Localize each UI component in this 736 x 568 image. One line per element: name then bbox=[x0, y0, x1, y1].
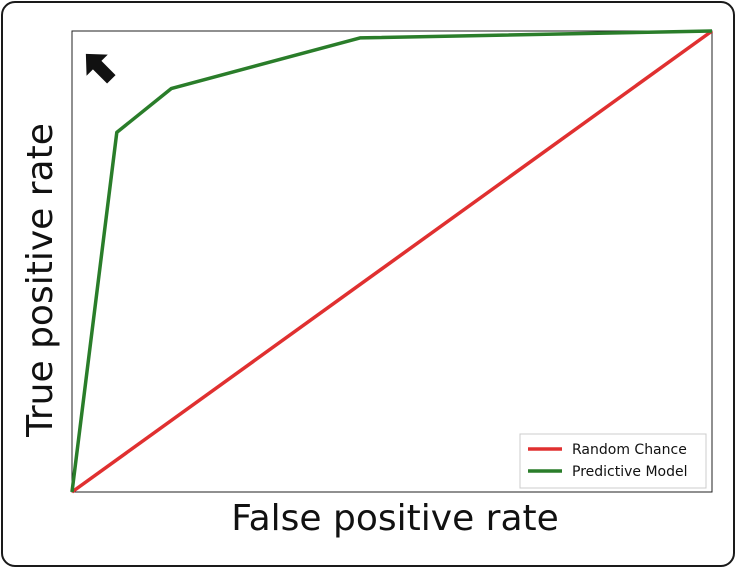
legend-label-random-chance: Random Chance bbox=[572, 442, 687, 458]
y-axis-label: True positive rate bbox=[20, 123, 61, 438]
x-axis-label: False positive rate bbox=[231, 498, 559, 539]
legend-label-predictive-model: Predictive Model bbox=[572, 464, 688, 480]
legend: Random Chance Predictive Model bbox=[520, 434, 706, 488]
